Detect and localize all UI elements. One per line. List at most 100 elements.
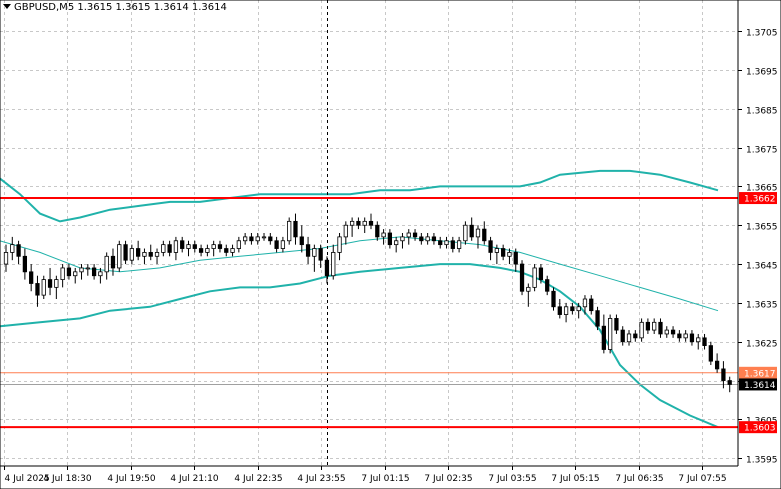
candle-body-bear <box>501 248 506 257</box>
candle <box>576 302 581 319</box>
candle-body-bear <box>198 248 204 253</box>
candle-body-bear <box>519 263 525 292</box>
candle <box>702 333 707 350</box>
candle <box>394 236 399 253</box>
time-tick-label: 7 Jul 07:55 <box>678 474 726 484</box>
candle-body-bear <box>324 259 330 277</box>
candle-body-bear <box>589 298 594 312</box>
candle-body-bear <box>180 240 185 249</box>
time-tick-label: 7 Jul 05:15 <box>551 474 599 484</box>
candle <box>645 318 651 334</box>
candle <box>312 244 317 272</box>
candle-body-bear <box>356 220 361 226</box>
candle-body-bear <box>35 283 40 296</box>
candle-body-bear <box>274 240 279 249</box>
candle-body-bull <box>526 286 531 292</box>
horizontal-levels[interactable] <box>0 197 738 429</box>
candle <box>243 233 248 245</box>
candle <box>66 264 72 280</box>
candle <box>507 248 512 265</box>
candle <box>658 318 663 338</box>
candle <box>161 240 166 257</box>
candle <box>444 236 449 249</box>
dropdown-arrow-icon[interactable] <box>3 4 11 9</box>
candle <box>79 264 84 280</box>
candle <box>29 264 34 292</box>
candle-body-bull <box>475 228 481 238</box>
candle-body-bear <box>16 244 21 257</box>
candle <box>551 287 556 311</box>
candle-body-bear <box>614 318 619 331</box>
candle <box>268 233 273 245</box>
candle-body-bull <box>287 220 292 242</box>
candle-body-bear <box>438 240 443 246</box>
candle <box>60 264 65 288</box>
candle-body-bull <box>406 232 411 238</box>
grid-lines <box>0 0 738 466</box>
candle-body-bull <box>255 236 260 242</box>
candle-body-bull <box>639 321 644 339</box>
candle-body-bull <box>337 236 342 253</box>
candle-body-bull <box>652 321 657 331</box>
time-tick-label: 7 Jul 03:55 <box>488 474 536 484</box>
candle-body-bear <box>633 333 638 339</box>
candle <box>412 229 418 241</box>
level-tag <box>739 192 777 205</box>
candle-body-bull <box>54 279 59 288</box>
candle-body-bull <box>696 337 701 343</box>
candle-body-bull <box>626 333 632 343</box>
candle <box>582 295 588 315</box>
candle-body-bear <box>136 248 141 257</box>
candle-body-bear <box>123 244 128 261</box>
candle <box>519 260 525 296</box>
candle-body-bear <box>47 279 53 288</box>
candle-body-bear <box>677 333 682 339</box>
candle <box>249 233 254 245</box>
candle <box>104 252 109 280</box>
candle <box>639 318 644 342</box>
price-axis[interactable]: 1.37051.36951.36851.36751.36651.36551.36… <box>738 29 778 466</box>
candle-body-bear <box>714 360 720 370</box>
candle-body-bull <box>563 306 569 315</box>
candle <box>501 244 506 261</box>
level-tag-label: 1.3603 <box>744 424 776 434</box>
candle <box>381 229 386 245</box>
candle-body-bull <box>280 240 286 249</box>
candle-body-bull <box>425 236 430 242</box>
candle <box>186 240 191 257</box>
candle <box>154 248 160 265</box>
candle-body-bear <box>29 271 34 284</box>
candle <box>236 236 241 253</box>
candle <box>261 233 267 241</box>
candle-body-bear <box>670 329 676 335</box>
candle-body-bull <box>211 244 216 249</box>
candle-body-bull <box>104 255 109 273</box>
candle <box>217 240 223 253</box>
candle-body-bear <box>645 321 651 331</box>
price-tick-label: 1.3645 <box>746 262 778 272</box>
candle-body-bear <box>570 306 575 312</box>
candlesticks <box>3 213 732 393</box>
candle-body-bear <box>708 345 713 362</box>
candle <box>689 330 695 346</box>
bollinger-middle-band <box>0 236 719 312</box>
candle-body-bear <box>192 244 197 249</box>
time-tick-label: 7 Jul 01:15 <box>361 474 409 484</box>
candle <box>714 353 720 373</box>
time-tick-label: 7 Jul 02:35 <box>424 474 472 484</box>
candle-body-bull <box>608 318 613 350</box>
candle-body-bear <box>387 232 393 246</box>
candle <box>331 244 336 280</box>
candle-body-bear <box>601 325 606 350</box>
candle <box>589 295 594 315</box>
price-tick-label: 1.3705 <box>746 29 778 39</box>
candle <box>91 264 97 280</box>
candle <box>110 248 116 276</box>
candle <box>677 330 682 342</box>
candle-body-bull <box>444 240 449 246</box>
candle-body-bear <box>22 255 28 273</box>
candle <box>274 236 279 253</box>
candle <box>406 229 411 245</box>
